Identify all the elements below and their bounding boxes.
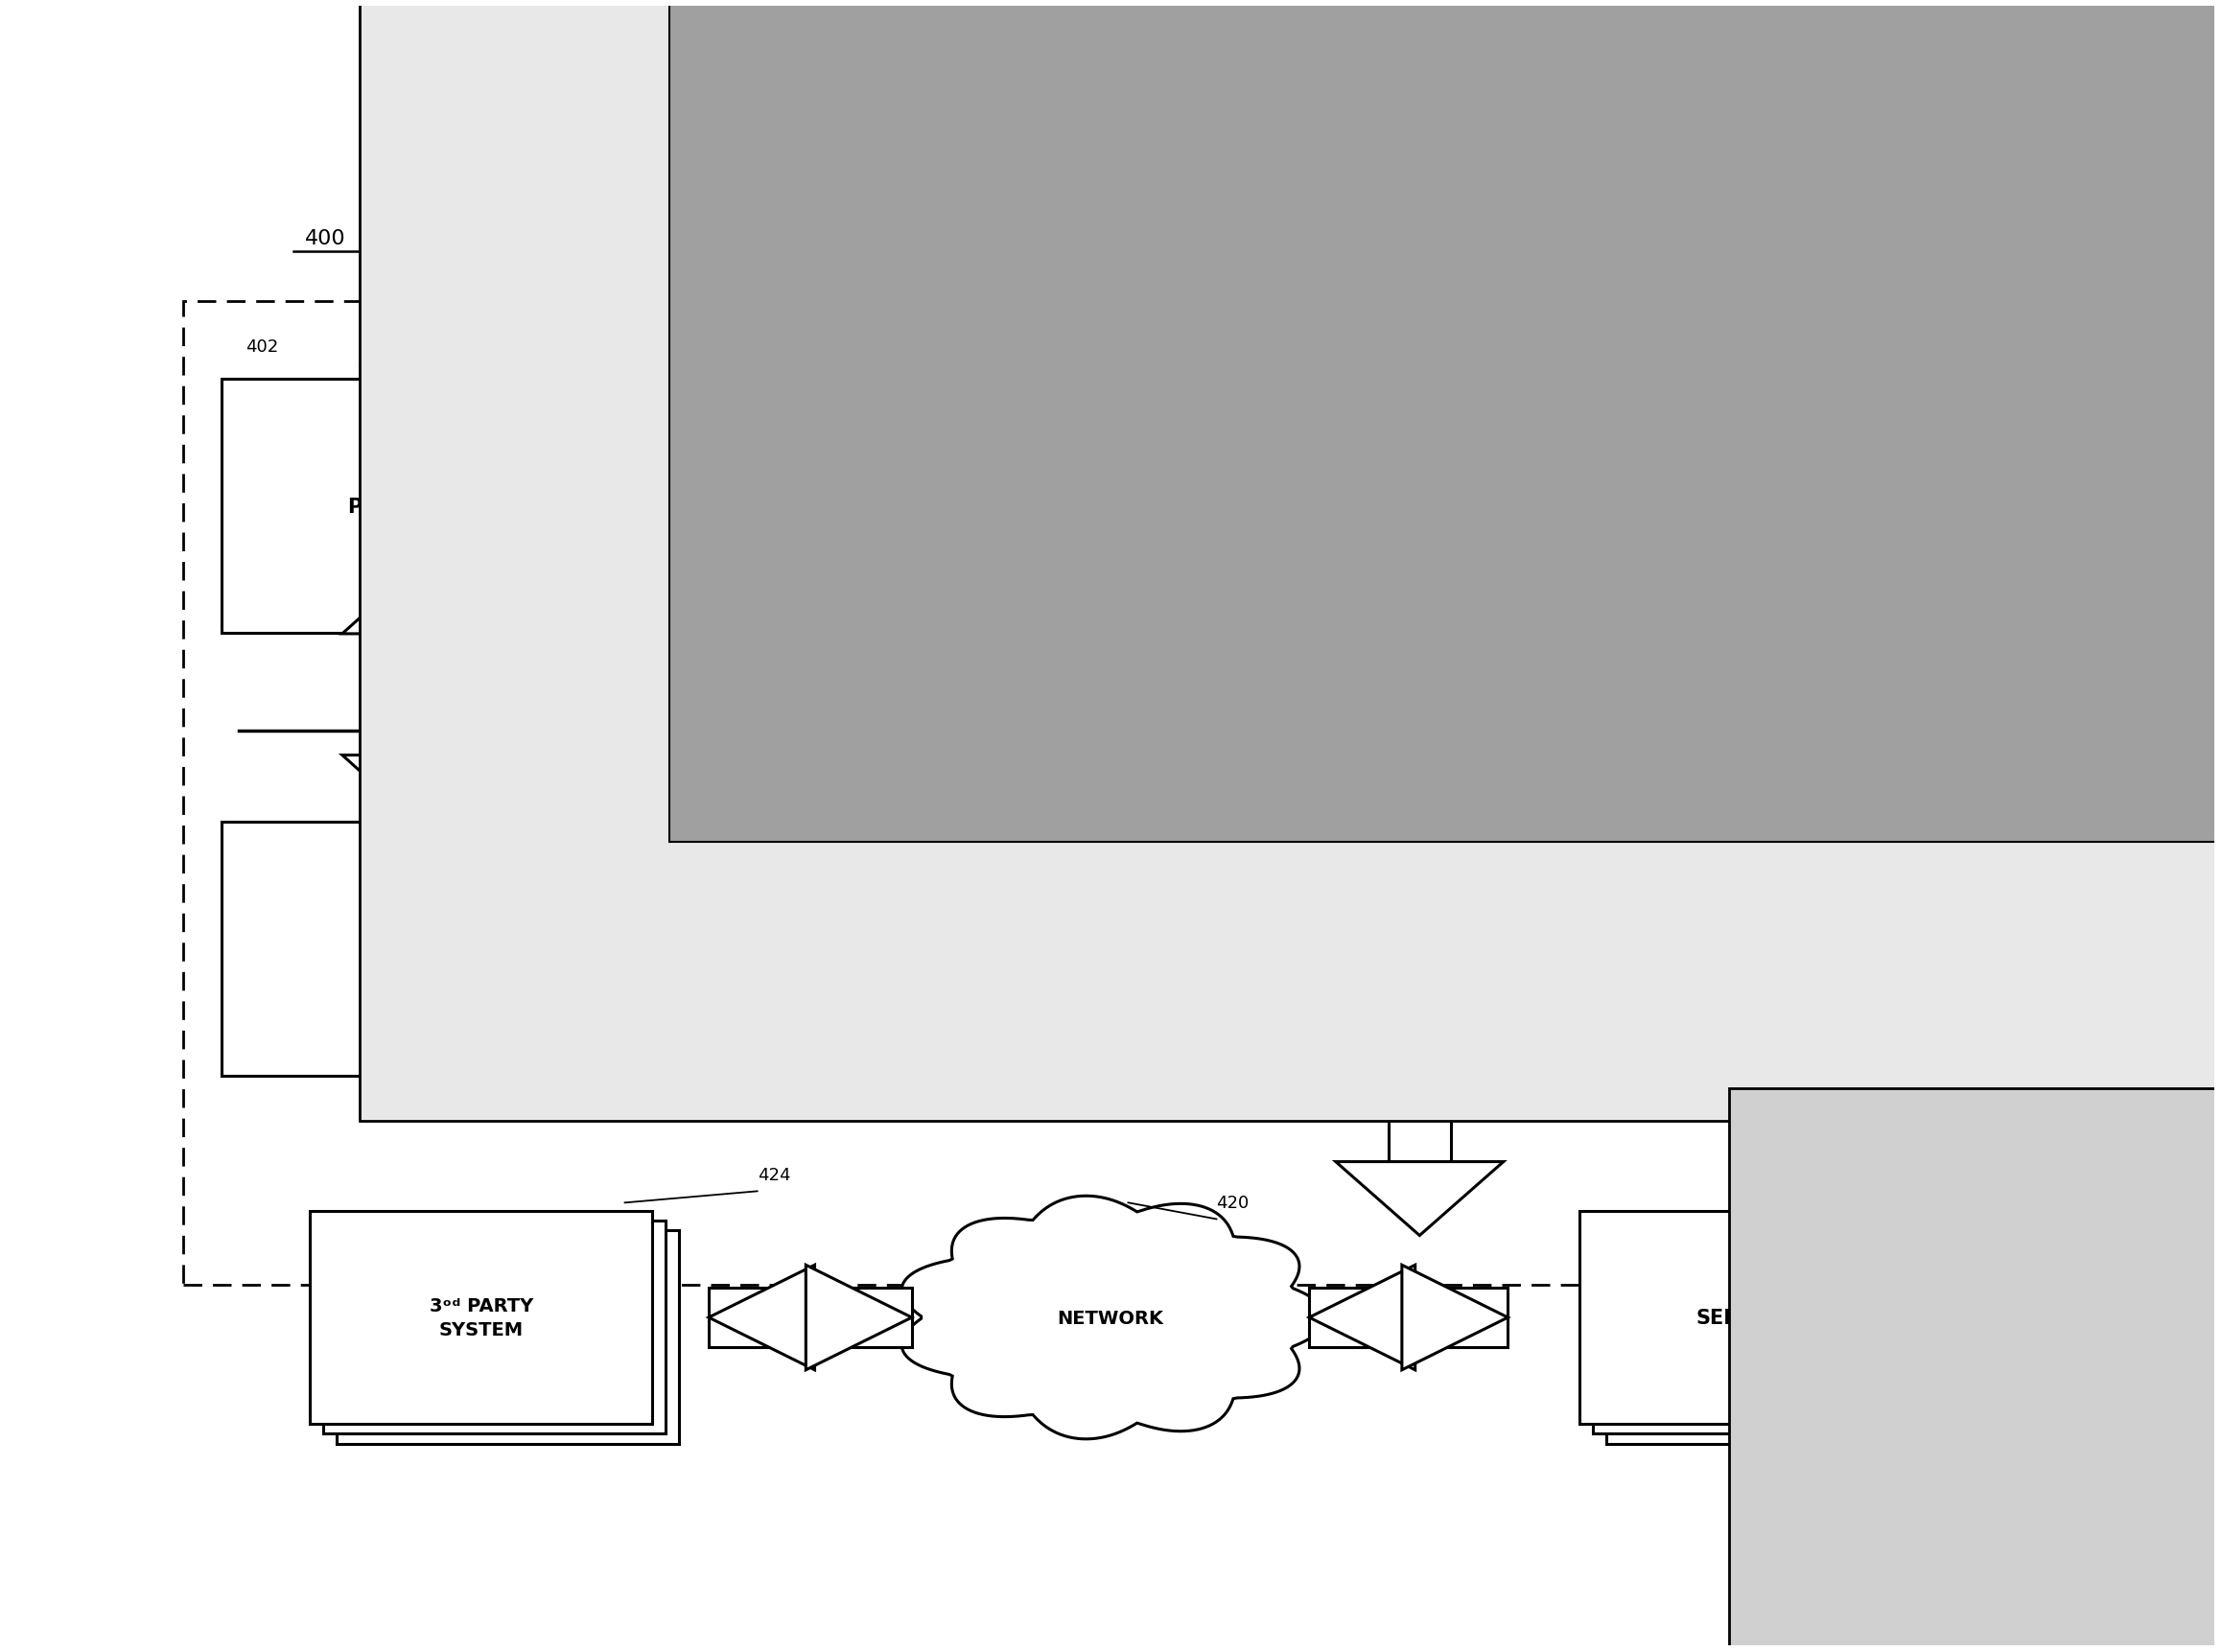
Bar (1579, 1211, 1899, 1424)
Text: 416: 416 (2070, 178, 2103, 195)
Bar (1388, 1077, 1450, 1161)
Text: 408: 408 (797, 339, 831, 355)
Polygon shape (1946, 600, 2041, 757)
Bar (1393, 730, 1446, 755)
Bar (708, 1289, 806, 1346)
Bar (1592, 1221, 1912, 1434)
Bar (773, 823, 1159, 1075)
Bar (222, 823, 609, 1075)
Bar (939, 634, 993, 730)
Text: PROCESSOR: PROCESSOR (346, 497, 482, 515)
Polygon shape (342, 568, 489, 634)
Polygon shape (1346, 755, 1493, 821)
Bar (338, 1231, 680, 1444)
Text: 406: 406 (1199, 684, 1230, 702)
Text: 424: 424 (757, 1166, 791, 1183)
Text: 422: 422 (1817, 1166, 1850, 1183)
Text: 414: 414 (1535, 790, 1568, 806)
Polygon shape (708, 1265, 815, 1370)
Polygon shape (342, 755, 489, 821)
Text: 400: 400 (304, 230, 346, 248)
Bar (389, 634, 442, 730)
Bar (773, 380, 1159, 633)
Polygon shape (806, 1265, 913, 1370)
Text: 418: 418 (2070, 580, 2103, 596)
Text: 410: 410 (1250, 339, 1282, 355)
Bar (1879, 643, 1946, 715)
Polygon shape (1335, 1161, 1504, 1236)
Bar (939, 730, 993, 755)
Bar (389, 730, 442, 755)
Bar (1606, 1231, 1926, 1444)
Text: MEMORY: MEMORY (366, 940, 464, 958)
Bar (1226, 823, 1612, 1075)
Text: 402: 402 (244, 339, 278, 355)
Bar (1728, 1089, 2221, 1652)
Bar (324, 1221, 666, 1434)
Text: NETWORK
INTERFACE: NETWORK INTERFACE (1359, 927, 1481, 971)
Polygon shape (1346, 568, 1493, 634)
Polygon shape (669, 0, 2221, 843)
Polygon shape (360, 0, 2221, 1122)
Polygon shape (1401, 1265, 1508, 1370)
Polygon shape (902, 1196, 1326, 1439)
Bar (1226, 380, 1612, 633)
Text: 412: 412 (1082, 790, 1115, 806)
Text: SERVER: SERVER (1697, 1308, 1783, 1327)
Text: DEVICE
INTERFACE: DEVICE INTERFACE (906, 927, 1028, 971)
Polygon shape (1335, 1003, 1504, 1077)
Bar (222, 380, 609, 633)
Bar (184, 302, 1817, 1285)
Polygon shape (895, 755, 1039, 821)
Text: NETWORK: NETWORK (1057, 1308, 1164, 1327)
Bar (1308, 1289, 1401, 1346)
Text: 420: 420 (1217, 1194, 1250, 1211)
Polygon shape (1308, 1265, 1415, 1370)
Text: VIDEO
ADAPTER: VIDEO ADAPTER (915, 484, 1019, 529)
Text: 3ᵒᵈ PARTY
SYSTEM: 3ᵒᵈ PARTY SYSTEM (429, 1297, 533, 1338)
Bar (1393, 634, 1446, 730)
Bar (1415, 1289, 1508, 1346)
Text: 404: 404 (531, 790, 562, 806)
Bar (815, 1289, 913, 1346)
Text: SOUND
SYSTEM: SOUND SYSTEM (1375, 484, 1466, 529)
Polygon shape (895, 568, 1039, 634)
Bar (1388, 1077, 1450, 1161)
Bar (311, 1211, 653, 1424)
